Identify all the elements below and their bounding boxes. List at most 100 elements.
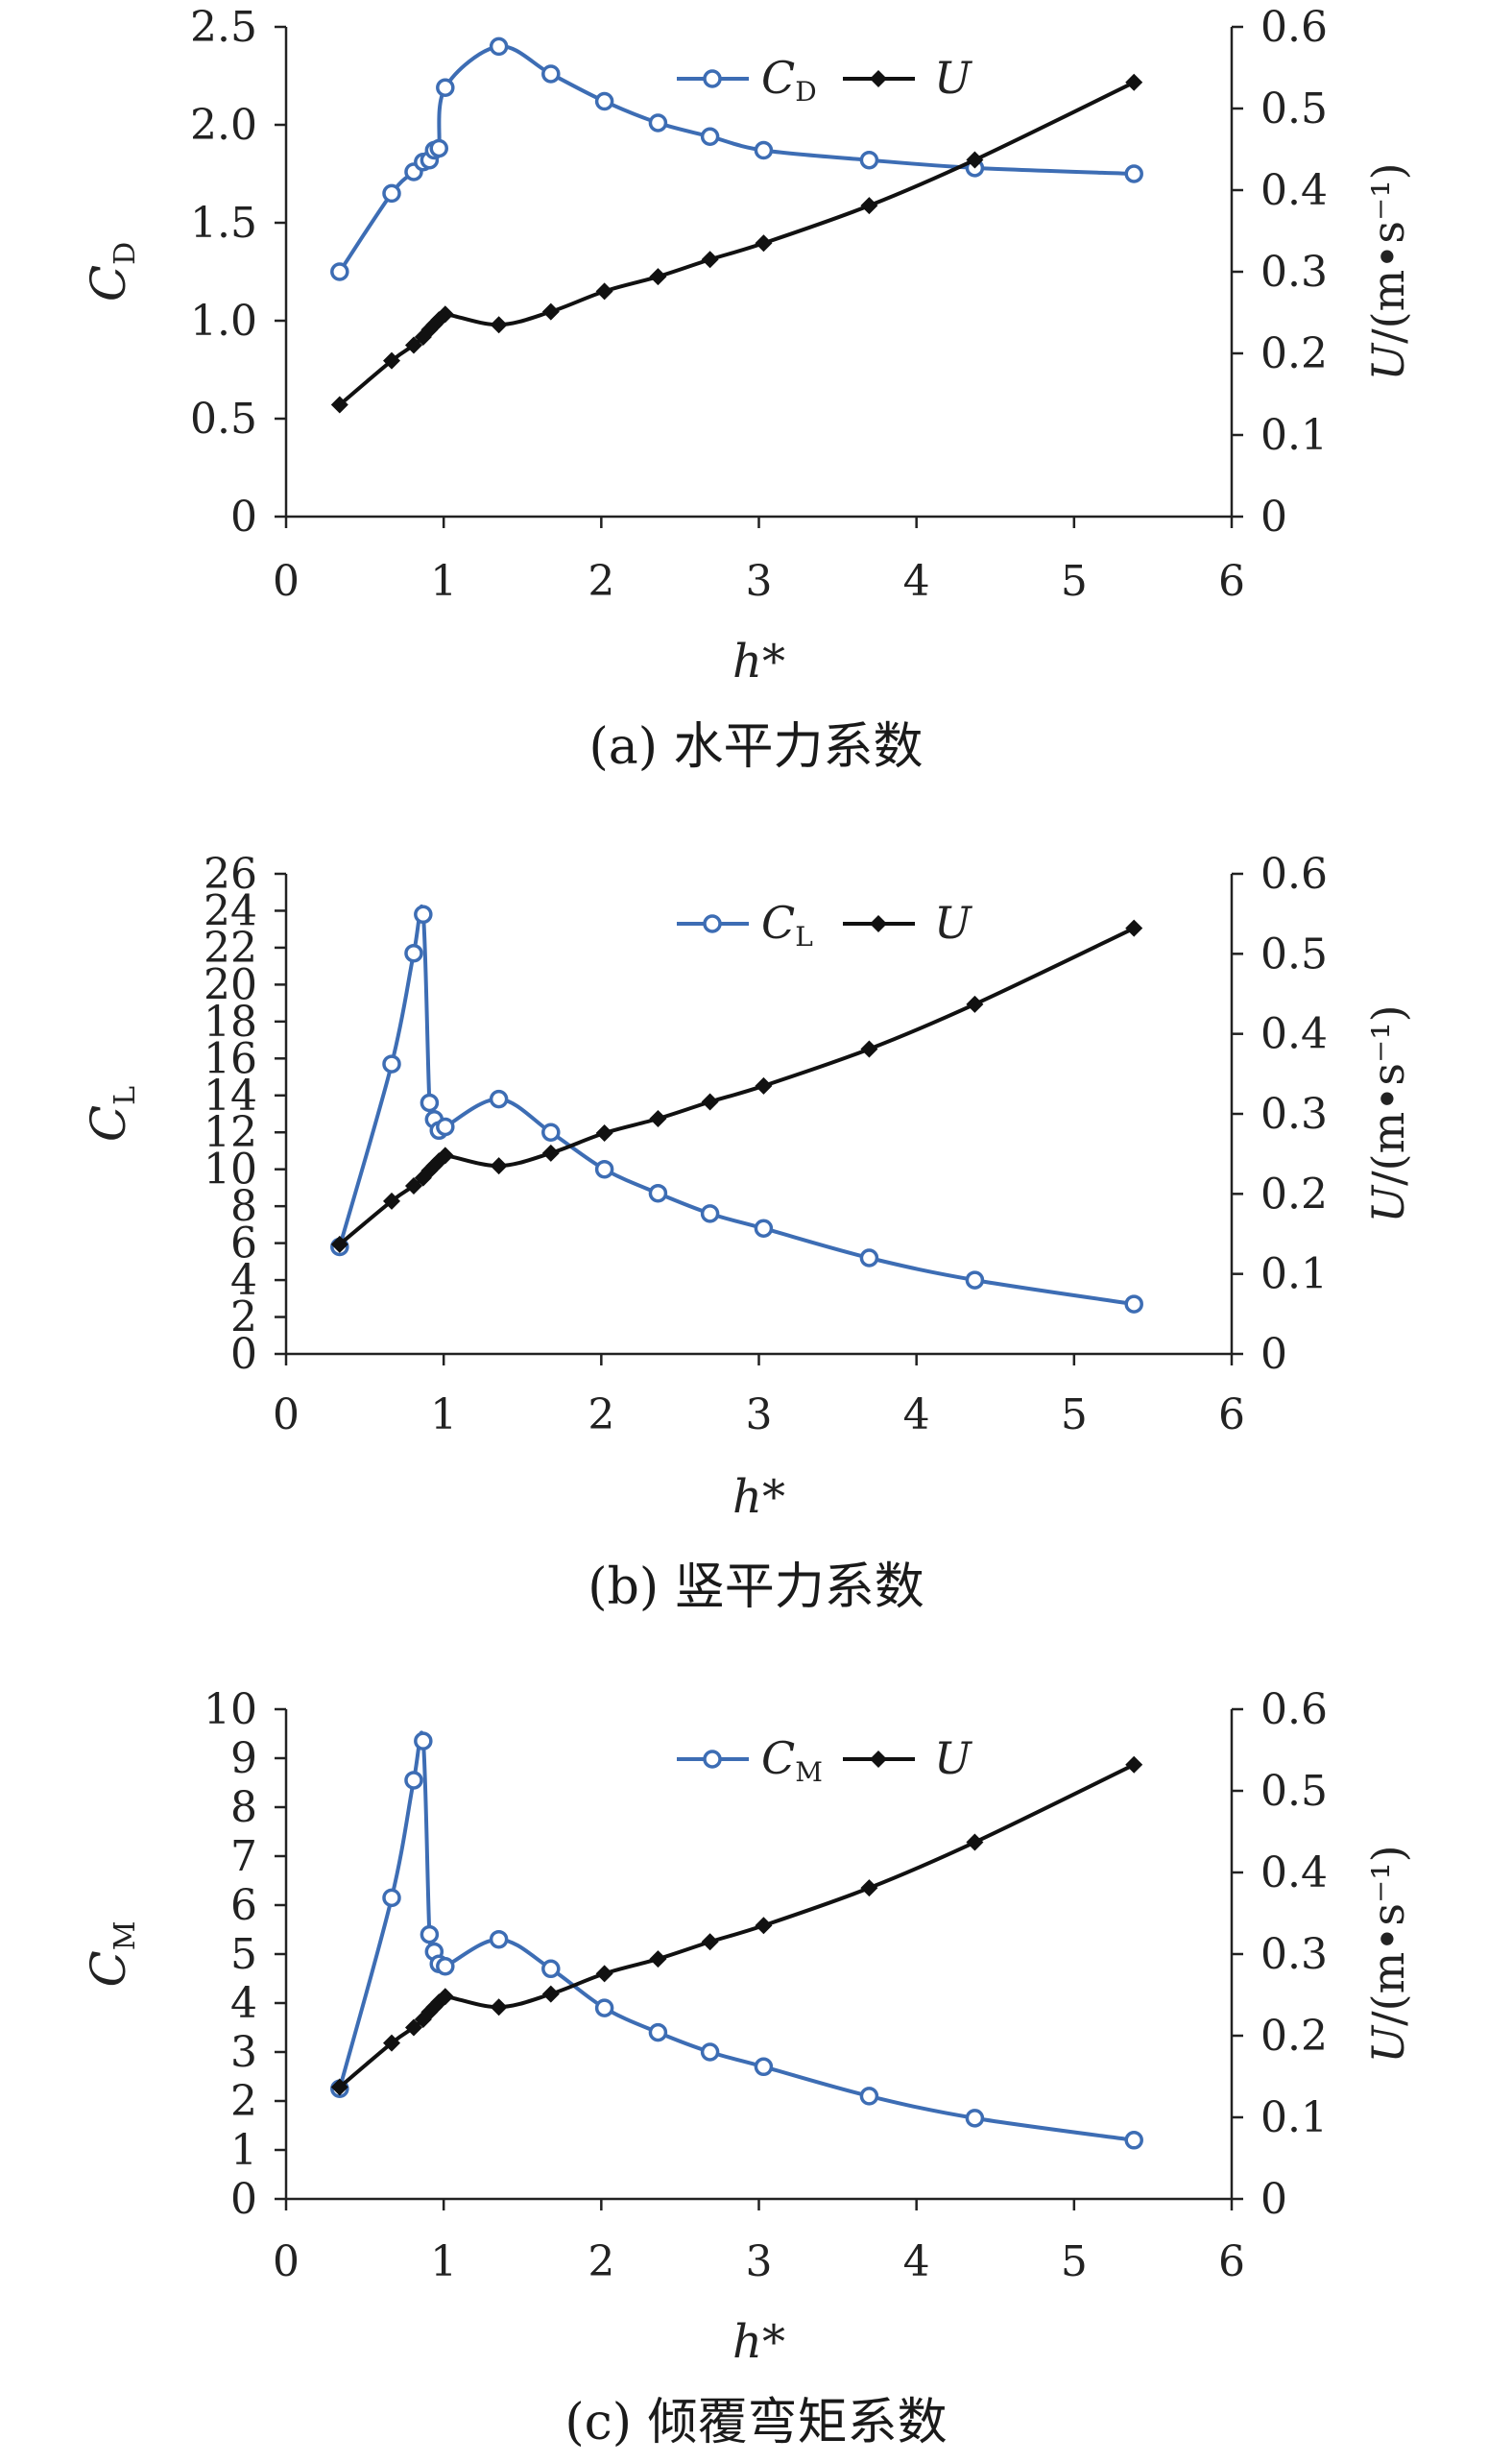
series-u-marker xyxy=(595,1124,613,1142)
series-u-line xyxy=(338,926,1136,1246)
chart-a-svg: 0 1 2 3 4 5 600.51.01.52.02.500.10.20.30.40.50… xyxy=(81,3,1414,688)
series-coef-marker xyxy=(754,140,774,160)
series-u-marker xyxy=(701,251,719,269)
y2-tick-label: 0.6 xyxy=(1260,3,1328,52)
x-tick-label: 3 xyxy=(746,557,773,606)
series-u-marker xyxy=(595,1965,613,1983)
series-u-marker xyxy=(966,995,984,1013)
series-coef-marker xyxy=(436,78,455,97)
y-tick-label: 0 xyxy=(230,493,257,542)
series-coef-line xyxy=(337,1730,1135,2142)
y-tick-label: 6 xyxy=(230,1219,257,1268)
y-axis-label-sub: D xyxy=(108,242,142,265)
legend-u-label: U xyxy=(934,1732,973,1784)
series-coef-marker xyxy=(541,64,561,84)
series-u-marker xyxy=(595,282,613,301)
x-tick-label: 6 xyxy=(1218,1390,1245,1439)
y-tick-label: 5 xyxy=(230,1930,257,1979)
series-u-marker xyxy=(430,1993,448,2012)
series-coef-marker xyxy=(541,1959,561,1979)
y2-tick-label: 0.3 xyxy=(1260,1090,1328,1139)
legend-coef-label: CM xyxy=(761,1732,823,1788)
series-coef-marker xyxy=(382,1888,401,1908)
series-u-marker xyxy=(541,1985,560,2003)
series-coef-marker xyxy=(700,2042,720,2062)
y2-tick-label: 0.3 xyxy=(1260,1930,1328,1979)
x-tick-label: 2 xyxy=(588,2237,614,2286)
y-axis-label-main: C xyxy=(81,1950,136,1987)
y-tick-label: 1 xyxy=(230,2126,257,2175)
y-tick-label: 8 xyxy=(230,1182,257,1231)
series-u-marker xyxy=(330,2078,348,2096)
series-u-marker xyxy=(382,351,400,370)
y-tick-label: 10 xyxy=(204,1685,257,1734)
series-u-marker xyxy=(414,1169,432,1187)
y2-tick-label: 0.2 xyxy=(1260,2012,1328,2061)
x-axis-label: h* xyxy=(732,635,785,688)
chart-c-svg: 0 1 2 3 4 5 601234567891000.10.20.30.40.50.6h*… xyxy=(81,1685,1414,2369)
x-axis-label: h* xyxy=(732,1470,785,1524)
series-coef-marker xyxy=(965,2109,985,2128)
series-coef-marker xyxy=(594,1159,614,1179)
series-coef-marker xyxy=(436,1957,455,1976)
chart-b-svg: 0 1 2 3 4 5 60246810121416182022242600.10.20.3… xyxy=(81,850,1414,1524)
series-u-marker xyxy=(1125,919,1143,937)
y2-axis-label: U/(m•s⁻¹) xyxy=(1362,1004,1414,1222)
series-u-marker xyxy=(404,2018,422,2037)
chart-panel-b: 0 1 2 3 4 5 6 0 2 4 6 8 10 12 14 16 18 20 22 24 26 0 0.1 0.2 0.3… xyxy=(0,845,1512,1671)
y-tick-label: 1.5 xyxy=(190,199,257,248)
series-u-marker xyxy=(755,234,773,253)
series-coef-marker xyxy=(648,113,668,133)
y-tick-label: 20 xyxy=(204,960,257,1009)
series-coef-marker xyxy=(489,1929,509,1949)
series-coef-line xyxy=(337,905,1135,1307)
series-coef-marker xyxy=(404,1771,423,1790)
y-tick-label: 26 xyxy=(204,850,257,899)
series-u-marker xyxy=(382,1192,400,1210)
legend-coef-label-main: C xyxy=(761,1732,795,1784)
series-coef-marker xyxy=(436,1117,455,1137)
series-coef-marker xyxy=(859,1248,879,1268)
series-u-marker xyxy=(490,1157,508,1175)
y-tick-label: 2 xyxy=(230,1293,257,1342)
series-coef-marker xyxy=(404,943,423,963)
x-tick-label: 0 xyxy=(273,557,300,606)
y-tick-label: 0 xyxy=(230,2175,257,2224)
series-coef-marker xyxy=(330,262,349,281)
series-coef-marker xyxy=(700,1204,720,1223)
y2-tick-label: 0.6 xyxy=(1260,1685,1328,1734)
legend-coef-label-sub: D xyxy=(795,76,816,108)
series-coef-marker xyxy=(414,905,433,925)
y-axis-label-main: C xyxy=(81,265,136,302)
series-u-marker xyxy=(755,1917,773,1935)
series-coef-marker xyxy=(382,1054,401,1074)
y2-tick-label: 0.2 xyxy=(1260,1170,1328,1219)
y-tick-label: 2 xyxy=(230,2077,257,2126)
y-axis-label-sub: L xyxy=(108,1086,142,1105)
series-coef-marker xyxy=(429,138,448,158)
x-tick-label: 1 xyxy=(430,557,457,606)
legend-u-marker xyxy=(870,915,887,932)
legend-coef-label-main: C xyxy=(761,897,795,949)
legend-coef-label-sub: M xyxy=(795,1756,823,1788)
y-tick-label: 12 xyxy=(204,1108,257,1157)
series-coef-marker xyxy=(1124,2131,1143,2150)
y2-tick-label: 0.4 xyxy=(1260,166,1328,215)
x-tick-label: 5 xyxy=(1061,557,1088,606)
y-tick-label: 2.0 xyxy=(190,101,257,150)
series-coef-marker xyxy=(489,1089,509,1109)
y-tick-label: 4 xyxy=(230,1256,257,1305)
series-coef-marker xyxy=(965,1270,985,1290)
y-tick-label: 1.0 xyxy=(190,297,257,346)
legend-coef-label: CD xyxy=(761,52,817,108)
series-coef-marker xyxy=(414,1731,433,1751)
legend-coef-marker xyxy=(703,914,722,933)
y-axis-label: CM xyxy=(81,1921,142,1988)
series-u-marker xyxy=(755,1076,773,1095)
x-tick-label: 2 xyxy=(588,557,614,606)
legend-coef-label-main: C xyxy=(761,52,795,104)
series-u-marker xyxy=(860,1040,878,1058)
y2-tick-label: 0.5 xyxy=(1260,930,1328,978)
y-tick-label: 0.5 xyxy=(190,395,257,444)
y2-axis-label-var: U xyxy=(1362,2024,1414,2064)
